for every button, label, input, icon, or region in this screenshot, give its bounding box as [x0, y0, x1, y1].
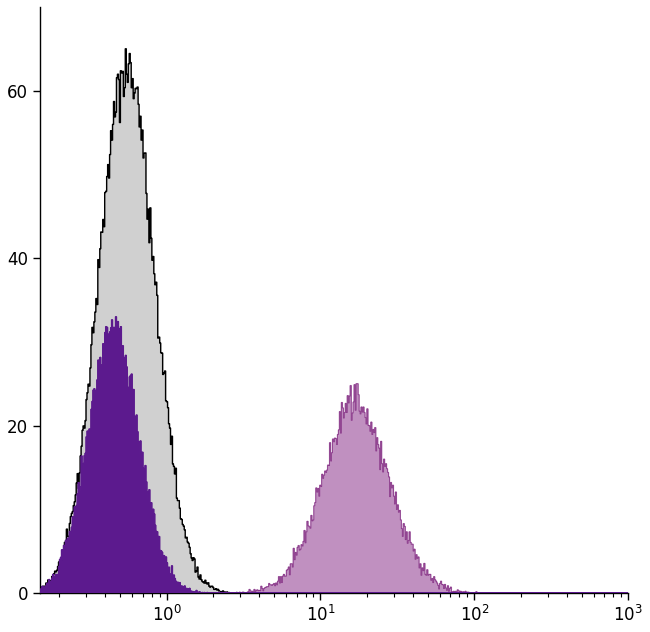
- Polygon shape: [40, 49, 628, 593]
- Polygon shape: [40, 317, 628, 593]
- Polygon shape: [40, 384, 628, 593]
